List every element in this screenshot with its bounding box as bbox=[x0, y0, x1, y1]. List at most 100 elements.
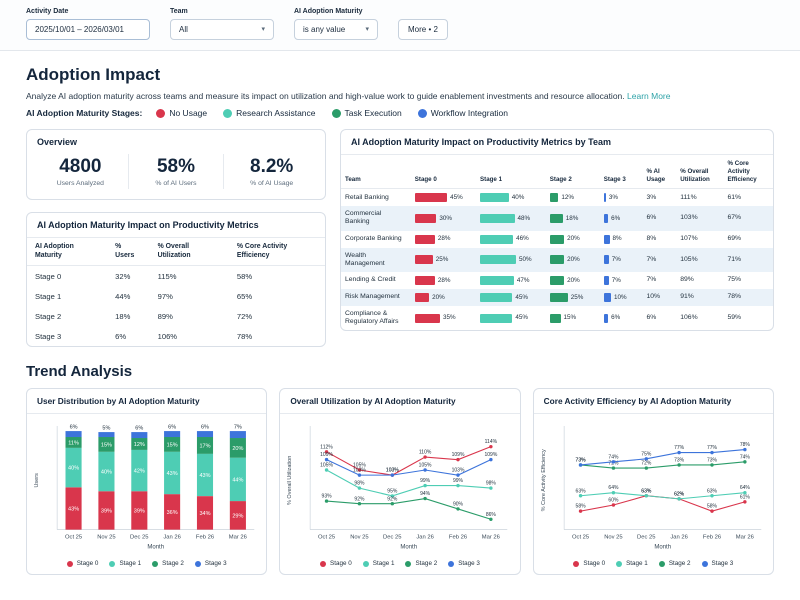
chart-legend-item[interactable]: Stage 1 bbox=[109, 560, 141, 567]
bar-segment-stage-1[interactable] bbox=[98, 452, 115, 492]
data-point[interactable] bbox=[677, 497, 681, 501]
bar-segment-stage-3[interactable] bbox=[229, 431, 246, 439]
data-point[interactable] bbox=[742, 460, 747, 464]
stage-bar[interactable]: 48% bbox=[480, 213, 542, 223]
stage-bar[interactable]: 18% bbox=[549, 213, 596, 223]
data-point[interactable] bbox=[423, 497, 428, 501]
data-point[interactable] bbox=[709, 463, 714, 467]
stage-bar[interactable]: 6% bbox=[603, 213, 639, 223]
bar-segment-stage-1[interactable] bbox=[196, 453, 214, 497]
legend-item[interactable]: Task Execution bbox=[331, 108, 402, 118]
data-point[interactable] bbox=[742, 448, 747, 452]
stage-bar[interactable]: 20% bbox=[549, 255, 596, 265]
stage-bar[interactable]: 3% bbox=[603, 193, 639, 203]
team-select[interactable]: All ▾ bbox=[170, 19, 274, 40]
bar-segment-stage-2[interactable] bbox=[164, 437, 181, 453]
bar-segment-stage-0[interactable] bbox=[98, 491, 115, 530]
stage-bar[interactable]: 7% bbox=[603, 275, 639, 285]
stage-bar[interactable]: 45% bbox=[414, 193, 472, 203]
data-point[interactable] bbox=[611, 466, 615, 471]
data-point[interactable] bbox=[489, 458, 493, 462]
data-point[interactable] bbox=[709, 451, 714, 455]
data-point[interactable] bbox=[390, 473, 395, 478]
stage-bar[interactable]: 8% bbox=[603, 234, 639, 244]
data-point[interactable] bbox=[489, 486, 493, 491]
data-point[interactable] bbox=[456, 458, 461, 462]
activity-date-input[interactable]: 2025/10/01 – 2026/03/01 bbox=[26, 19, 150, 40]
stage-bar[interactable]: 10% bbox=[603, 292, 639, 302]
data-point[interactable] bbox=[489, 445, 493, 449]
data-point[interactable] bbox=[423, 455, 428, 459]
data-point[interactable] bbox=[578, 494, 582, 498]
data-point[interactable] bbox=[611, 460, 615, 464]
data-point[interactable] bbox=[423, 484, 428, 488]
more-filters-button[interactable]: More • 2 bbox=[398, 19, 448, 40]
chart-legend-item[interactable]: Stage 3 bbox=[194, 560, 227, 567]
chart-legend-item[interactable]: Stage 1 bbox=[362, 560, 394, 567]
stage-bar[interactable]: 45% bbox=[480, 313, 542, 323]
bar-segment-stage-0[interactable] bbox=[65, 487, 82, 530]
data-point[interactable] bbox=[677, 451, 681, 455]
data-point[interactable] bbox=[358, 502, 362, 506]
data-point[interactable] bbox=[358, 468, 362, 472]
data-point[interactable] bbox=[358, 486, 362, 491]
data-point[interactable] bbox=[456, 484, 461, 488]
chart-legend-item[interactable]: Stage 2 bbox=[405, 560, 437, 567]
data-point[interactable] bbox=[358, 473, 362, 478]
bar-segment-stage-1[interactable] bbox=[229, 457, 246, 502]
bar-segment-stage-2[interactable] bbox=[229, 438, 246, 458]
data-point[interactable] bbox=[644, 466, 648, 471]
stage-bar[interactable]: 20% bbox=[549, 234, 596, 244]
chart-legend-item[interactable]: Stage 1 bbox=[616, 560, 648, 567]
data-point[interactable] bbox=[677, 463, 681, 467]
chart-legend-item[interactable]: Stage 3 bbox=[701, 560, 733, 567]
maturity-select[interactable]: is any value ▾ bbox=[294, 19, 378, 40]
chart-legend-item[interactable]: Stage 3 bbox=[448, 560, 480, 567]
data-point[interactable] bbox=[709, 509, 714, 514]
chart-legend-item[interactable]: Stage 2 bbox=[152, 560, 184, 567]
stage-bar[interactable]: 25% bbox=[549, 292, 596, 302]
data-point[interactable] bbox=[456, 473, 461, 478]
stage-bar[interactable]: 30% bbox=[414, 213, 472, 223]
data-point[interactable] bbox=[456, 507, 461, 511]
data-point[interactable] bbox=[325, 450, 329, 454]
bar-segment-stage-0[interactable] bbox=[229, 501, 246, 530]
stage-bar[interactable]: 28% bbox=[414, 275, 472, 285]
stage-bar[interactable]: 28% bbox=[414, 234, 472, 244]
legend-item[interactable]: No Usage bbox=[156, 108, 207, 118]
stage-bar[interactable]: 50% bbox=[480, 255, 542, 265]
legend-item[interactable]: Research Assistance bbox=[223, 108, 316, 118]
data-point[interactable] bbox=[742, 491, 747, 495]
stage-bar[interactable]: 40% bbox=[480, 193, 542, 203]
bar-segment-stage-2[interactable] bbox=[98, 437, 115, 453]
bar-segment-stage-0[interactable] bbox=[164, 494, 181, 530]
bar-segment-stage-0[interactable] bbox=[131, 491, 148, 530]
stage-bar[interactable]: 35% bbox=[414, 313, 472, 323]
chart-legend-item[interactable]: Stage 0 bbox=[320, 560, 352, 567]
bar-segment-stage-2[interactable] bbox=[131, 438, 148, 451]
data-point[interactable] bbox=[742, 500, 747, 504]
bar-segment-stage-2[interactable] bbox=[196, 437, 214, 455]
bar-segment-stage-3[interactable] bbox=[65, 431, 82, 438]
data-point[interactable] bbox=[489, 517, 493, 522]
stage-bar[interactable]: 15% bbox=[549, 313, 596, 323]
data-point[interactable] bbox=[578, 463, 582, 467]
data-point[interactable] bbox=[709, 494, 714, 498]
bar-segment-stage-3[interactable] bbox=[98, 432, 115, 438]
data-point[interactable] bbox=[578, 509, 582, 514]
bar-segment-stage-2[interactable] bbox=[65, 437, 82, 449]
stage-bar[interactable]: 6% bbox=[603, 313, 639, 323]
data-point[interactable] bbox=[644, 494, 648, 498]
stage-bar[interactable]: 25% bbox=[414, 255, 472, 265]
bar-segment-stage-3[interactable] bbox=[196, 431, 214, 438]
stage-bar[interactable]: 47% bbox=[480, 275, 542, 285]
stage-bar[interactable]: 20% bbox=[549, 275, 596, 285]
data-point[interactable] bbox=[644, 457, 648, 461]
data-point[interactable] bbox=[325, 458, 329, 462]
chart-legend-item[interactable]: Stage 0 bbox=[573, 560, 605, 567]
bar-segment-stage-3[interactable] bbox=[131, 432, 148, 439]
stage-bar[interactable]: 20% bbox=[414, 292, 472, 302]
data-point[interactable] bbox=[325, 499, 329, 504]
learn-more-link[interactable]: Learn More bbox=[627, 91, 671, 101]
data-point[interactable] bbox=[423, 468, 428, 472]
